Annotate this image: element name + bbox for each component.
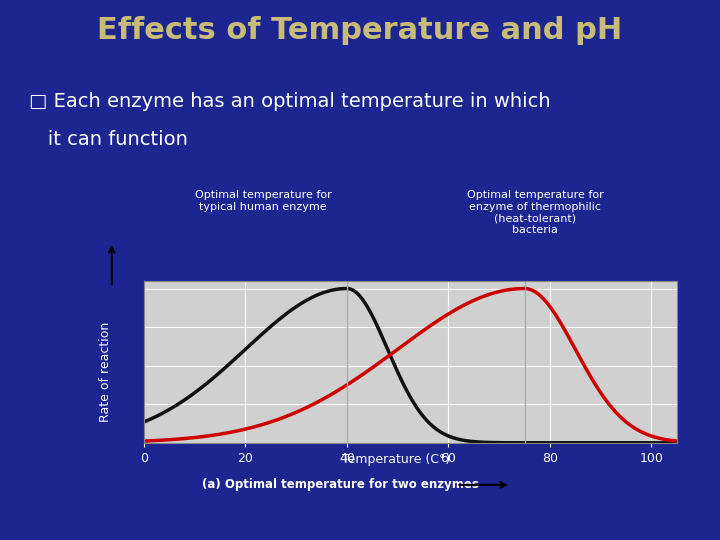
Text: Rate of reaction: Rate of reaction [99,321,112,422]
Text: Effects of Temperature and pH: Effects of Temperature and pH [97,16,623,45]
Text: □ Each enzyme has an optimal temperature in which: □ Each enzyme has an optimal temperature… [29,92,550,111]
Text: (a) Optimal temperature for two enzymes: (a) Optimal temperature for two enzymes [202,478,480,491]
Text: Optimal temperature for
enzyme of thermophilic
(heat-tolerant)
bacteria: Optimal temperature for enzyme of thermo… [467,190,603,235]
Text: Temperature (C°): Temperature (C°) [342,453,450,465]
Text: Optimal temperature for
typical human enzyme: Optimal temperature for typical human en… [194,190,331,212]
Text: it can function: it can function [29,130,188,148]
